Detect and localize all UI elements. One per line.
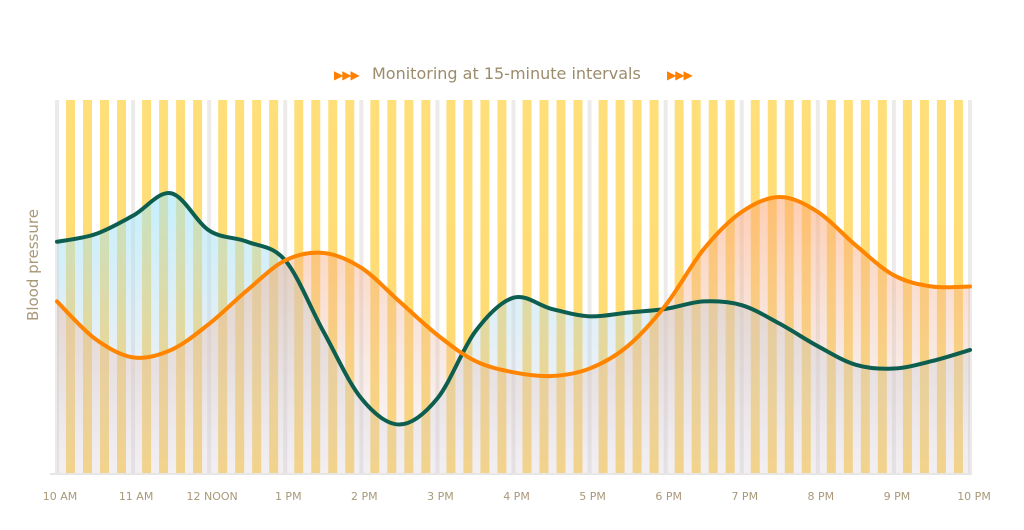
interval-bar [539, 100, 549, 473]
x-tick-label: 3 PM [427, 490, 454, 503]
triple-right-triangle-icon: ▶▶▶ [334, 68, 360, 82]
title-text: Monitoring at 15-minute intervals [372, 64, 641, 83]
x-tick-label: 2 PM [351, 490, 378, 503]
hour-line [663, 100, 668, 473]
interval-bar [573, 100, 583, 473]
interval-bar [598, 100, 608, 473]
hour-line [587, 100, 592, 473]
interval-bar [421, 100, 431, 473]
x-tick-label: 9 PM [884, 490, 911, 503]
series-area-1 [57, 196, 970, 474]
interval-bar [446, 100, 456, 473]
interval-bar [497, 100, 507, 473]
interval-bar [387, 100, 397, 473]
interval-bar [480, 100, 490, 473]
chart-title: ▶▶▶ Monitoring at 15-minute intervals ▶▶… [334, 64, 694, 83]
x-tick-label: 12 NOON [187, 490, 238, 503]
x-tick-label: 4 PM [503, 490, 530, 503]
interval-bar [404, 100, 414, 473]
x-tick-label: 8 PM [808, 490, 835, 503]
interval-bar [615, 100, 625, 473]
interval-bar [463, 100, 473, 473]
hour-line [511, 100, 516, 473]
x-tick-label: 5 PM [579, 490, 606, 503]
hour-line [435, 100, 440, 473]
y-axis-label: Blood pressure [24, 209, 42, 321]
series-line-0 [55, 191, 972, 427]
x-tick-label: 6 PM [655, 490, 682, 503]
x-tick-label: 7 PM [731, 490, 758, 503]
x-tick-label: 10 PM [957, 490, 991, 503]
x-tick-label: 1 PM [275, 490, 302, 503]
interval-bar [649, 100, 659, 473]
interval-bar [522, 100, 532, 473]
triple-right-triangle-icon: ▶▶▶ [667, 68, 693, 82]
x-tick-label: 10 AM [43, 490, 78, 503]
series-line-1 [55, 194, 972, 379]
interval-bar [556, 100, 566, 473]
interval-bar [632, 100, 642, 473]
x-tick-label: 11 AM [119, 490, 154, 503]
